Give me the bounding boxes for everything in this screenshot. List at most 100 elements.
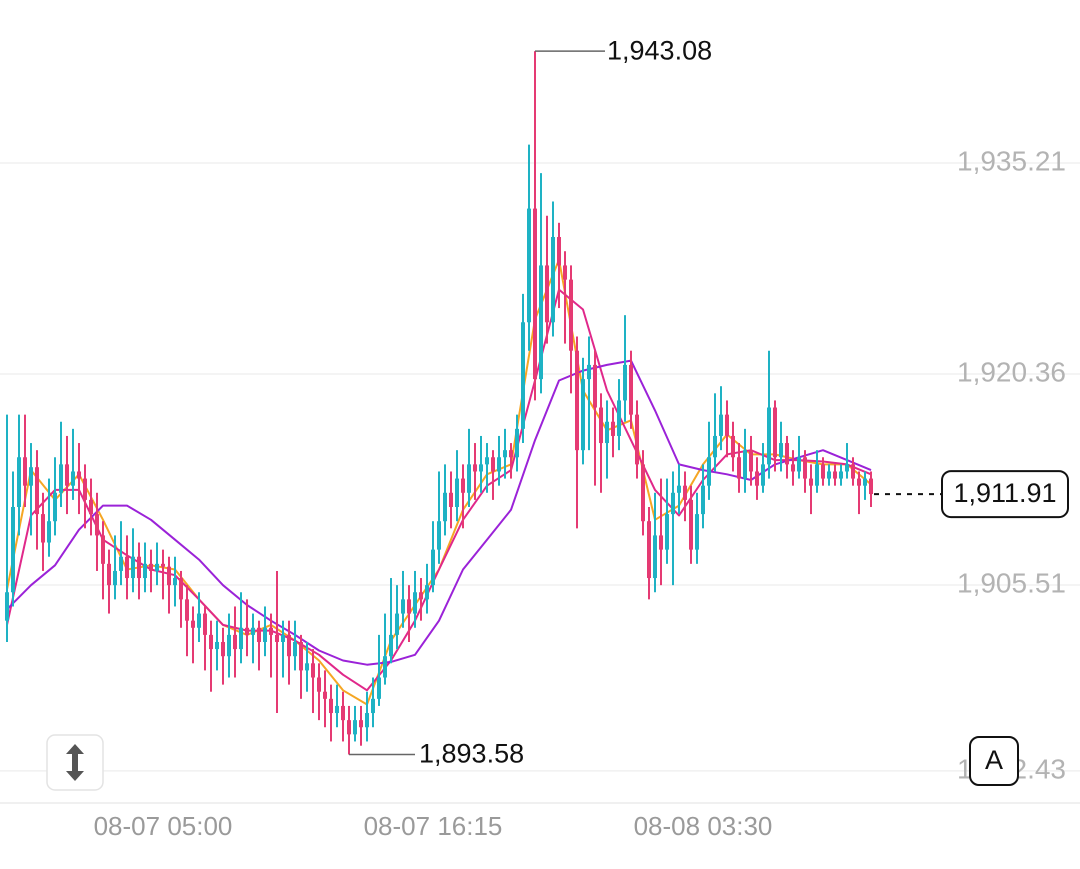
auto-scale-button[interactable]: A [969,736,1019,786]
candle-body [311,663,315,678]
candle-body [539,265,543,380]
candle-body [47,521,51,543]
candle-body [251,627,255,635]
candle-body [23,457,27,486]
y-tick-label: 1,905.51 [957,567,1066,598]
auto-scale-label[interactable]: A [985,745,1003,775]
candle-body [803,457,807,479]
candle-body [821,464,825,479]
candle-body [623,364,627,401]
candle-body [605,421,609,444]
auto-scale-button-frame[interactable] [969,736,1019,786]
candle-body [317,677,321,692]
candle-body [647,521,651,579]
candle-body [323,691,327,699]
candle-body [761,464,765,486]
candle-body [341,705,345,721]
candle-body [305,663,309,671]
x-tick-label: 08-07 16:15 [364,811,503,841]
candle-body [461,478,465,493]
candle-body [407,599,411,614]
candle-body [701,485,705,515]
candle-body [665,514,669,550]
candle-body [653,535,657,579]
candle-body [593,364,597,408]
candle-body [557,237,561,266]
candle-body [509,450,513,458]
candle-body [533,208,537,380]
candle-body [203,613,207,635]
candle-body [125,556,129,579]
candle-body [65,464,69,486]
candle-body [191,620,195,628]
candle-body [671,492,675,515]
low-label: 1,893.58 [419,739,524,769]
candle-body [329,698,333,714]
candle-body [863,478,867,486]
candle-body [245,627,249,635]
candle-body [503,450,507,458]
candle-body [749,450,753,472]
candle-body [179,578,183,600]
candle-body [359,720,363,728]
candle-body [161,563,165,567]
candle-body [731,435,735,458]
y-tick-label: 1,920.36 [957,356,1066,387]
candle-body [11,506,15,593]
x-tick-label: 08-07 05:00 [94,811,233,841]
candle-body [155,563,159,571]
candle-body [815,464,819,486]
candle-body [545,265,549,323]
candle-body [785,443,789,465]
candle-body [269,627,273,635]
candle-body [479,464,483,472]
candle-body [35,467,39,515]
expand-icon [66,744,84,781]
candle-body [95,514,99,536]
candle-body [257,627,261,642]
candle-body [485,457,489,465]
candle-body [767,407,771,465]
candle-body [491,457,495,472]
candle-body [563,265,567,280]
candle-body [797,457,801,472]
candle-body [167,566,171,586]
candle-body [773,407,777,458]
candle-body [635,414,639,465]
candle-body [377,677,381,699]
candle-body [275,634,279,642]
x-tick-label: 08-08 03:30 [634,811,773,841]
candle-body [521,322,525,429]
candle-body [629,364,633,415]
candle-body [239,627,243,650]
candle-body [221,641,225,657]
candle-body [845,464,849,472]
candle-body [59,464,63,493]
candle-body [107,563,111,586]
candle-body [173,578,177,586]
candle-body [857,478,861,486]
candle-body [299,641,303,671]
candle-body [89,499,93,515]
y-tick-label: 1,935.21 [957,145,1066,176]
candle-body [527,208,531,323]
candle-body [587,364,591,380]
candle-body [869,478,873,495]
candle-body [695,514,699,550]
candle-body [185,599,189,621]
expand-button[interactable] [46,734,104,791]
candle-body [71,471,75,486]
candle-body [497,457,501,472]
candle-body [149,563,153,571]
candle-body [233,634,237,650]
candle-body [293,641,297,657]
candle-body [29,467,33,486]
candle-body [5,592,9,621]
candle-body [431,549,435,586]
candle-body [143,563,147,579]
candle-body [113,570,117,586]
candle-body [833,471,837,479]
candle-body [443,492,447,522]
